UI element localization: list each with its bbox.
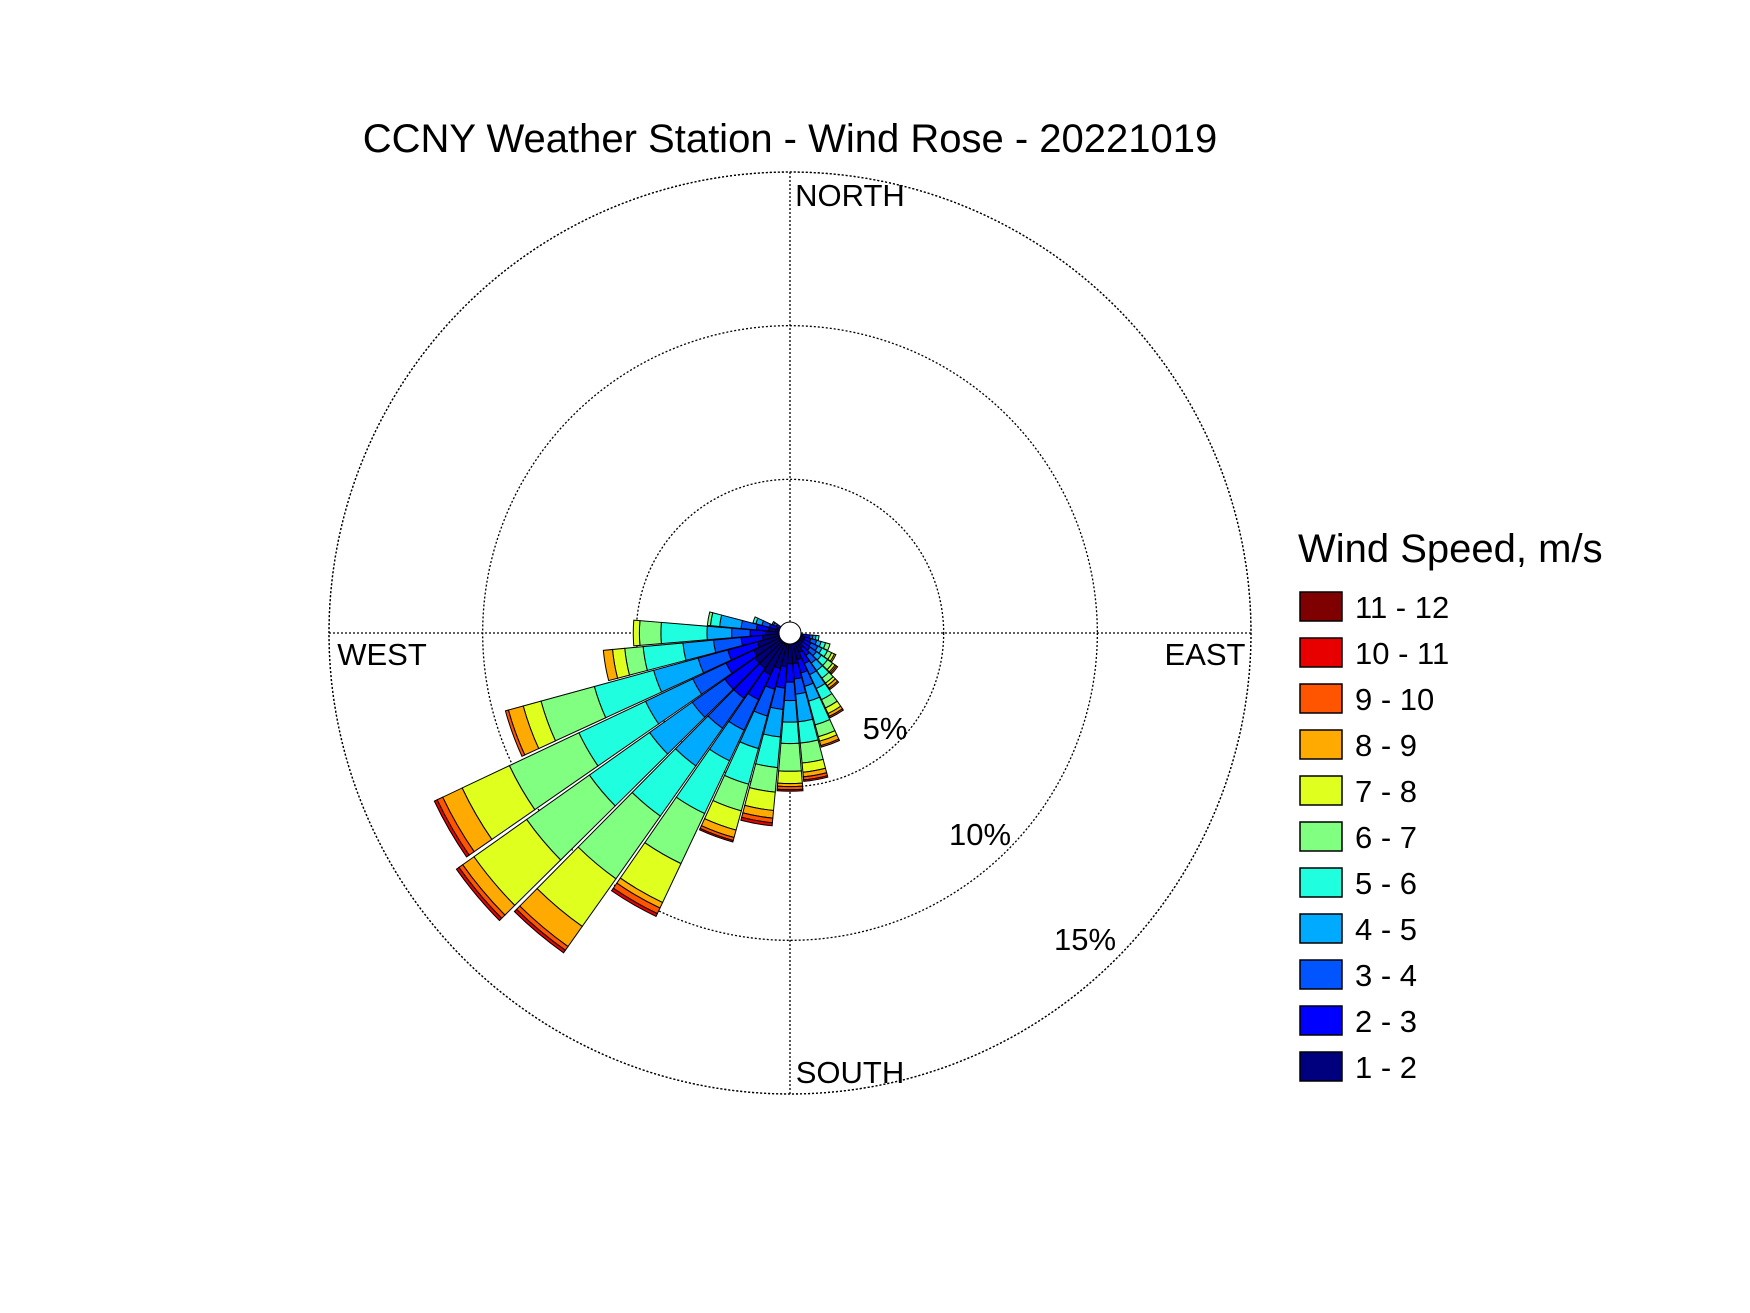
legend-item: 2 - 3 [1299,1004,1417,1039]
legend-swatch [1299,637,1343,668]
legend-label: 11 - 12 [1355,590,1449,625]
legend-swatch [1299,775,1343,806]
legend-label: 10 - 11 [1355,636,1449,671]
bar-segment-dir280-6-7 [706,611,714,627]
legend-label: 6 - 7 [1355,820,1417,855]
radial-label-5: 5% [863,711,908,746]
bar-segment-dir270-7-8 [632,619,641,647]
legend-item: 4 - 5 [1299,912,1417,947]
grid-circle-3 [328,171,1252,1095]
bar-segment-dir300-4-5 [771,620,776,626]
north-label: NORTH [795,178,905,213]
legend-label: 4 - 5 [1355,912,1417,947]
chart-title: CCNY Weather Station - Wind Rose - 20221… [363,117,1218,161]
legend-label: 3 - 4 [1355,958,1417,993]
bar-segment-dir180-3-4 [783,681,797,702]
bar-segment-dir140-9-10 [828,680,840,691]
bar-segment-dir270-6-7 [638,620,662,646]
bar-segment-dir270-4-5 [706,625,733,641]
bar-segment-dir270-5-6 [660,621,708,645]
bar-segment-dir180-7-8 [777,770,803,785]
legend-label: 2 - 3 [1355,1004,1417,1039]
bar-segment-dir170-10-11 [803,775,829,782]
legend-label: 9 - 10 [1355,682,1434,717]
radial-label-10: 10% [949,817,1011,852]
bar-segment-dir150-9-10 [828,708,845,719]
legend-label: 8 - 9 [1355,728,1417,763]
bar-segment-dir190-10-11 [740,816,773,827]
radial-label-15: 15% [1054,922,1116,957]
legend-item: 1 - 2 [1299,1050,1417,1085]
legend-item: 11 - 12 [1299,590,1449,625]
grid-circle-1 [482,325,1098,941]
bar-segment-dir120-8-9 [829,653,837,663]
bar-segment-dir160-9-10 [820,738,841,748]
legend-swatch [1299,591,1343,622]
legend-swatch [1299,1051,1343,1082]
legend-title: Wind Speed, m/s [1298,527,1603,571]
legend-label: 7 - 8 [1355,774,1417,809]
legend-item: 5 - 6 [1299,866,1417,901]
bar-segment-dir210-10-11 [610,887,659,918]
legend-items: 11 - 12 10 - 11 9 - 10 8 - 9 7 - 8 6 - 7 5 - 6… [1299,590,1449,1085]
bar-segment-dir250-9-10 [504,709,526,757]
legend-swatch [1299,821,1343,852]
bar-segment-dir180-5-6 [780,721,800,745]
legend: Wind Speed, m/s 11 - 12 10 - 11 9 - 10 8 - … [1298,527,1603,1085]
legend-label: 5 - 6 [1355,866,1417,901]
east-label: EAST [1165,637,1246,672]
bar-segment-dir230-10-11 [455,866,503,922]
legend-item: 8 - 9 [1299,728,1417,763]
legend-label: 1 - 2 [1355,1050,1417,1085]
bar-segment-dir280-4-5 [719,614,744,630]
legend-item: 10 - 11 [1299,636,1449,671]
south-label: SOUTH [796,1055,905,1090]
bar-segment-dir190-6-7 [748,763,779,793]
legend-item: 6 - 7 [1299,820,1417,855]
bar-segment-dir180-10-11 [776,788,804,792]
legend-swatch [1299,867,1343,898]
bar-segment-dir290-5-6 [752,616,759,625]
bar-segment-dir180-4-5 [782,699,798,723]
bar-segment-dir260-8-9 [602,648,619,682]
wind-rose-bars [433,611,845,954]
legend-item: 7 - 8 [1299,774,1417,809]
bar-segment-dir220-10-11 [513,908,567,954]
legend-swatch [1299,959,1343,990]
legend-swatch [1299,913,1343,944]
legend-swatch [1299,1005,1343,1036]
bar-segment-dir130-9-10 [829,665,839,675]
center-hole [778,621,802,645]
legend-item: 9 - 10 [1299,682,1434,717]
bar-segment-dir200-10-11 [698,827,734,843]
bar-segment-dir180-6-7 [778,742,802,772]
legend-item: 3 - 4 [1299,958,1417,993]
west-label: WEST [337,637,427,672]
bar-segment-dir270-3-4 [731,627,751,639]
legend-swatch [1299,729,1343,760]
legend-swatch [1299,683,1343,714]
bar-segment-dir240-10-11 [433,799,470,858]
